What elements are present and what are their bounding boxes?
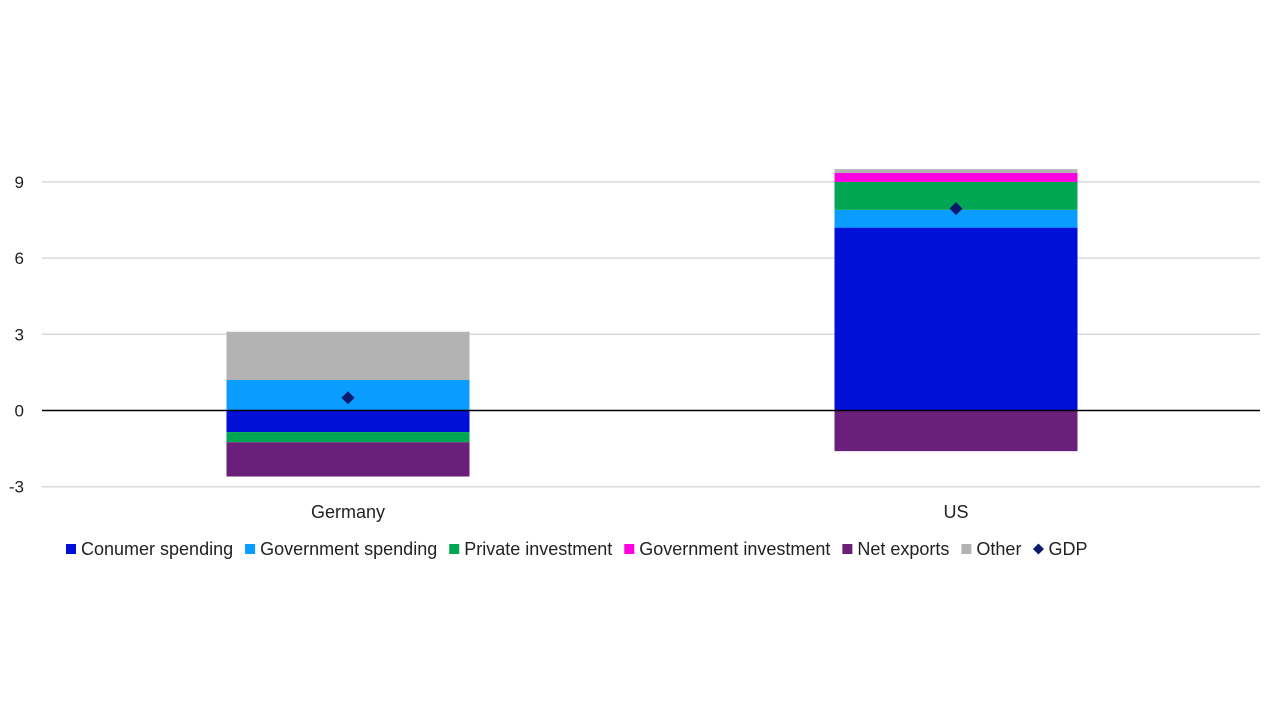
legend-swatch — [245, 544, 256, 554]
bar-segment — [834, 410, 1078, 452]
bar-segment — [226, 442, 470, 477]
y-tick-label: 6 — [15, 249, 24, 268]
legend: Conumer spending Government spending Priva… — [66, 539, 1087, 559]
legend-swatch — [961, 544, 972, 554]
legend-label: Net exports — [857, 539, 949, 559]
x-axis-labels: Germany US — [311, 502, 969, 522]
legend-swatch — [842, 544, 853, 554]
legend-swatch — [449, 544, 460, 554]
legend-label: Private investment — [464, 539, 612, 559]
bar-segment — [226, 432, 470, 443]
y-tick-label: 3 — [15, 325, 24, 344]
bar-segment — [226, 410, 470, 433]
gdp-marker — [341, 391, 355, 405]
legend-swatch — [1032, 543, 1044, 555]
legend-swatch — [624, 544, 635, 554]
bar-segment — [834, 209, 1078, 228]
y-axis-ticks: -3 0 3 6 9 — [9, 173, 24, 497]
x-category-label: US — [943, 502, 968, 522]
legend-label: GDP — [1048, 539, 1087, 559]
bar-segment — [834, 227, 1078, 411]
gdp-marker — [949, 202, 963, 216]
legend-label: Conumer spending — [81, 539, 233, 559]
legend-label: Other — [976, 539, 1021, 559]
x-category-label: Germany — [311, 502, 385, 522]
y-tick-label: -3 — [9, 478, 24, 497]
bar-segment — [834, 173, 1078, 182]
bar-segment — [226, 331, 470, 381]
legend-swatch — [66, 544, 76, 554]
y-tick-label: 9 — [15, 173, 24, 192]
bar-segment — [834, 169, 1078, 174]
bars — [226, 169, 1078, 477]
legend-label: Government investment — [639, 539, 830, 559]
y-tick-label: 0 — [15, 402, 24, 421]
legend-label: Government spending — [260, 539, 437, 559]
gdp-markers — [341, 202, 963, 405]
